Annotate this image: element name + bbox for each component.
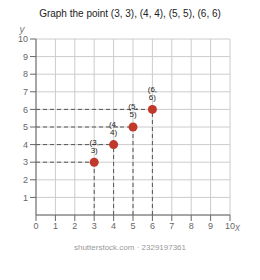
- svg-text:7: 7: [23, 87, 28, 97]
- svg-text:(6,6): (6,6): [148, 85, 157, 102]
- svg-text:(3,3): (3,3): [90, 138, 99, 155]
- svg-text:9: 9: [23, 52, 28, 62]
- svg-text:4: 4: [23, 140, 28, 150]
- html-text:shutterstock.com · 2329197361: shutterstock.com · 2329197361: [74, 243, 186, 252]
- html-text:Graph the point (3, 3), (4, 4): Graph the point (3, 3), (4, 4), (5, 5), …: [39, 8, 221, 19]
- svg-text:(5,5): (5,5): [128, 102, 137, 119]
- svg-text:5: 5: [130, 221, 135, 231]
- svg-text:2: 2: [72, 221, 77, 231]
- svg-text:9: 9: [208, 221, 213, 231]
- svg-text:1: 1: [53, 221, 58, 231]
- svg-text:5: 5: [23, 122, 28, 132]
- svg-text:y: y: [19, 24, 26, 35]
- svg-text:6: 6: [150, 221, 155, 231]
- svg-text:0: 0: [33, 221, 38, 231]
- svg-text:8: 8: [23, 69, 28, 79]
- svg-text:x: x: [234, 222, 241, 233]
- svg-text:3: 3: [92, 221, 97, 231]
- svg-text:7: 7: [169, 221, 174, 231]
- svg-text:10: 10: [225, 221, 235, 231]
- svg-text:4: 4: [111, 221, 116, 231]
- svg-text:10: 10: [18, 34, 28, 44]
- svg-text:3: 3: [23, 157, 28, 167]
- svg-text:2: 2: [23, 175, 28, 185]
- svg-text:8: 8: [189, 221, 194, 231]
- svg-text:6: 6: [23, 105, 28, 115]
- svg-text:1: 1: [23, 193, 28, 203]
- svg-text:(4,4): (4,4): [109, 120, 118, 137]
